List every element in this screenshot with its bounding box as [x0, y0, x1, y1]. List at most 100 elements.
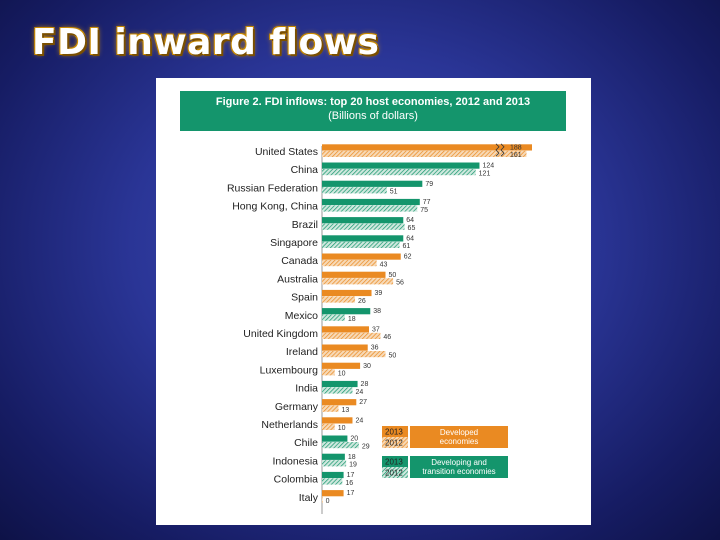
bar-2012	[322, 205, 418, 212]
bar-2012	[322, 169, 476, 176]
data-label-2013: 24	[355, 417, 363, 424]
figure-header: Figure 2. FDI inflows: top 20 host econo…	[180, 91, 566, 131]
category-label: Singapore	[270, 237, 318, 249]
category-label: Italy	[299, 492, 319, 504]
bar-2012	[322, 423, 335, 430]
category-label: Spain	[291, 292, 318, 304]
data-label-2013: 124	[482, 163, 494, 170]
data-label-2013: 62	[404, 254, 412, 261]
bar-2012	[322, 387, 353, 394]
legend-label: Developed	[440, 428, 478, 437]
data-label-2013: 50	[389, 272, 397, 279]
category-label: Netherlands	[261, 419, 318, 431]
data-label-2013: 17	[347, 472, 355, 479]
bar-2012	[322, 351, 386, 358]
data-label-2012: 161	[510, 152, 522, 159]
bar-2013	[322, 289, 372, 297]
bar-2013	[322, 180, 423, 187]
figure-title: Figure 2. FDI inflows: top 20 host econo…	[215, 96, 531, 108]
category-label: United Kingdom	[243, 328, 318, 340]
bar-2012	[322, 405, 339, 412]
category-label: Mexico	[285, 310, 318, 322]
data-label-2012: 29	[362, 443, 370, 450]
figure-subtitle: (Billions of dollars)	[328, 110, 418, 122]
data-label-2013: 36	[371, 345, 379, 352]
data-label-2013: 27	[359, 399, 367, 406]
bar-2012	[322, 314, 345, 321]
legend-year-hatched: 2012	[385, 469, 403, 478]
category-label: Luxembourg	[260, 364, 319, 376]
bar-2012	[322, 241, 400, 248]
legend-year-solid: 2013	[385, 458, 403, 467]
data-label-2012: 50	[389, 352, 397, 359]
data-label-2012: 65	[408, 225, 416, 232]
bar-2013	[322, 326, 369, 333]
category-label: Chile	[294, 437, 318, 449]
data-label-2012: 46	[383, 334, 391, 341]
slide-title: FDI inward flows	[32, 22, 380, 63]
data-label-2013: 77	[423, 199, 431, 206]
legend-label-box	[410, 426, 508, 448]
category-label: China	[291, 164, 319, 176]
data-label-2013: 20	[350, 436, 358, 443]
category-label: Hong Kong, China	[232, 201, 318, 213]
data-label-2012: 0	[326, 498, 330, 505]
data-label-2012: 19	[349, 462, 357, 469]
bar-2013	[322, 198, 420, 206]
data-label-2012: 26	[358, 298, 366, 305]
category-label: Germany	[275, 401, 319, 413]
legend-swatch-solid	[382, 426, 408, 437]
data-label-2013: 17	[347, 490, 355, 497]
legend-label-box	[410, 456, 508, 478]
category-label: Ireland	[286, 346, 318, 358]
bar-2013	[322, 490, 344, 497]
bar-2013	[322, 380, 358, 388]
bar-2012	[322, 369, 335, 376]
bar-2012	[322, 278, 394, 285]
bar-2012	[322, 332, 381, 339]
data-label-2012: 75	[420, 207, 428, 214]
category-label: India	[295, 383, 318, 395]
legend-label: transition economies	[422, 467, 495, 476]
category-label: Colombia	[274, 474, 319, 486]
data-label-2012: 10	[338, 425, 346, 432]
category-label: Australia	[277, 273, 318, 285]
bar-2013	[322, 362, 361, 369]
bar-2012	[322, 496, 323, 503]
data-label-2012: 61	[402, 243, 410, 250]
bar-2013	[322, 435, 348, 442]
data-label-2012: 16	[345, 480, 353, 487]
bar-2013	[322, 344, 368, 351]
data-label-2013: 64	[406, 217, 414, 224]
axis-break-marker	[500, 143, 505, 157]
legend-swatch-solid	[382, 456, 408, 467]
legend-year-hatched: 2012	[385, 439, 403, 448]
data-label-2012: 51	[390, 189, 398, 196]
data-label-2013: 37	[372, 326, 380, 333]
data-label-2013: 79	[425, 181, 433, 188]
bar-2012	[322, 296, 356, 303]
data-label-2012: 56	[396, 280, 404, 287]
legend-year-solid: 2013	[385, 428, 403, 437]
data-label-2012: 13	[342, 407, 350, 414]
data-label-2013: 38	[373, 308, 381, 315]
bar-2013	[322, 417, 353, 424]
data-label-2013: 39	[375, 290, 383, 297]
data-label-2013: 30	[363, 363, 371, 370]
data-label-2012: 10	[338, 371, 346, 378]
bar-2012	[322, 150, 527, 157]
bar-2013	[322, 271, 386, 278]
bar-2013	[322, 308, 371, 315]
bar-2012	[322, 187, 387, 194]
data-label-2012: 43	[380, 261, 388, 268]
axis-break-marker	[495, 143, 500, 157]
bar-2013	[322, 471, 344, 479]
data-label-2012: 18	[348, 316, 356, 323]
data-label-2012: 121	[479, 170, 491, 177]
category-label: Russian Federation	[227, 182, 318, 194]
legend-swatch-hatched	[382, 437, 408, 448]
bar-2012	[322, 460, 347, 467]
bar-2013	[322, 144, 532, 151]
bar-2012	[322, 260, 377, 267]
